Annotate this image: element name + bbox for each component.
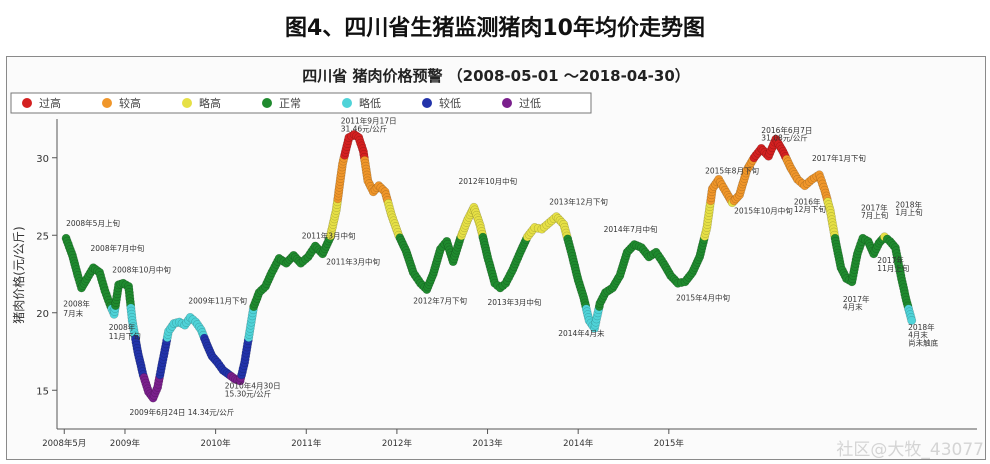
annotation: 2012年10月中旬: [459, 176, 518, 186]
annotation: 2013年12月下旬: [549, 196, 608, 206]
y-axis-label: 猪肉价格(元/公斤): [11, 226, 26, 323]
annotation: 2018年: [895, 199, 922, 209]
annotation: 2016年: [794, 196, 821, 206]
legend: 过高 较高 略高 正常 略低 较低 过低: [10, 92, 592, 114]
x-tick-label: 2010年: [201, 438, 232, 449]
legend-label: 略低: [359, 96, 381, 110]
annotation: 2018年: [908, 322, 935, 332]
price-chart: 四川省 猪肉价格预警 （2008-05-01 ～2018-04-30） 过高 较高…: [10, 67, 977, 449]
annotation: 2009年6月24日 14.34元/公斤: [130, 407, 235, 417]
annotation: 2014年4月末: [558, 328, 605, 338]
y-tick-label: 15: [36, 386, 49, 397]
annotation: 1月上旬: [895, 207, 923, 217]
annotation: 2015年8月下旬: [705, 165, 759, 175]
legend-swatch: [502, 98, 512, 108]
x-tick-label: 2012年: [382, 438, 413, 449]
annotation: 31.08元/公斤: [761, 133, 808, 143]
annotation: 12月下旬: [794, 204, 827, 214]
x-tick-label: 2008年5月: [42, 438, 86, 449]
annotation: 11月下旬: [109, 331, 142, 341]
annotation: 2013年3月中旬: [488, 297, 542, 307]
legend-box: [10, 92, 592, 114]
legend-swatch: [22, 98, 32, 108]
legend-swatch: [422, 98, 432, 108]
legend-label: 较低: [439, 96, 461, 110]
annotation: 2011年3月中旬: [326, 257, 380, 267]
annotation: 2011年9月17日: [341, 116, 397, 126]
legend-swatch: [182, 98, 192, 108]
legend-label: 较高: [119, 96, 141, 110]
annotation: 2017年: [843, 294, 870, 304]
annotation: 2017年1月下旬: [812, 153, 866, 163]
annotation: 2008年7月中旬: [91, 243, 145, 253]
annotation: 2008年5月上旬: [66, 218, 120, 228]
legend-label: 过高: [39, 96, 61, 110]
annotation: 2008年: [109, 322, 136, 332]
annotation: 2015年10月中旬: [734, 206, 793, 216]
x-tick-label: 2015年: [654, 438, 685, 449]
axes: 15 20 25 30 2008年5月 2009年 2010年 2011年 2012年 2013年…: [36, 119, 977, 449]
annotation: 7月末: [63, 308, 83, 318]
x-tick-label: 2013年: [472, 438, 503, 449]
annotation: 2014年7月中旬: [604, 224, 658, 234]
legend-label: 过低: [519, 97, 541, 110]
data-points: [61, 130, 917, 403]
x-tick-label: 2014年: [563, 438, 594, 449]
legend-swatch: [342, 98, 352, 108]
annotation: 2017年: [877, 255, 904, 265]
annotation: 7月上旬: [861, 210, 889, 220]
annotation: 31.46元/公斤: [341, 123, 388, 133]
annotation: 2008年: [63, 299, 90, 309]
annotation: 2009年11月下旬: [188, 295, 247, 305]
annotation: 4月末: [908, 330, 928, 340]
chart-title: 四川省 猪肉价格预警 （2008-05-01 ～2018-04-30）: [302, 67, 690, 85]
legend-label: 正常: [279, 97, 301, 110]
x-tick-label: 2011年: [291, 438, 322, 449]
data-point: [907, 316, 917, 325]
annotation: 15.30元/公斤: [225, 388, 272, 398]
annotation: 2010年4月30日: [225, 381, 281, 391]
watermark: 社区@大牧_43077: [836, 440, 984, 460]
annotation: 2015年4月中旬: [676, 292, 730, 302]
legend-swatch: [102, 98, 112, 108]
annotation: 尚未触底: [908, 337, 938, 347]
x-tick-label: 2009年: [110, 438, 141, 449]
annotation: 2012年7月下旬: [413, 295, 467, 305]
annotation: 11月上旬: [877, 263, 910, 273]
annotation: 2011年3月中旬: [302, 230, 356, 240]
annotation: 2017年: [861, 202, 888, 212]
annotation: 2016年6月7日: [761, 125, 812, 135]
chart-panel: 四川省 猪肉价格预警 （2008-05-01 ～2018-04-30） 过高 较高…: [6, 56, 986, 460]
annotation: 4月末: [843, 302, 863, 312]
annotations: 2008年5月上旬2008年7月中旬2008年7月末2008年10月中旬2008…: [63, 116, 938, 418]
page-headline: 图4、四川省生猪监测猪肉10年均价走势图: [285, 16, 705, 41]
annotation: 2008年10月中旬: [112, 264, 171, 274]
legend-label: 略高: [199, 96, 221, 110]
y-tick-label: 30: [36, 154, 49, 165]
y-tick-label: 20: [36, 309, 49, 320]
legend-swatch: [262, 98, 272, 108]
y-tick-label: 25: [36, 231, 49, 242]
